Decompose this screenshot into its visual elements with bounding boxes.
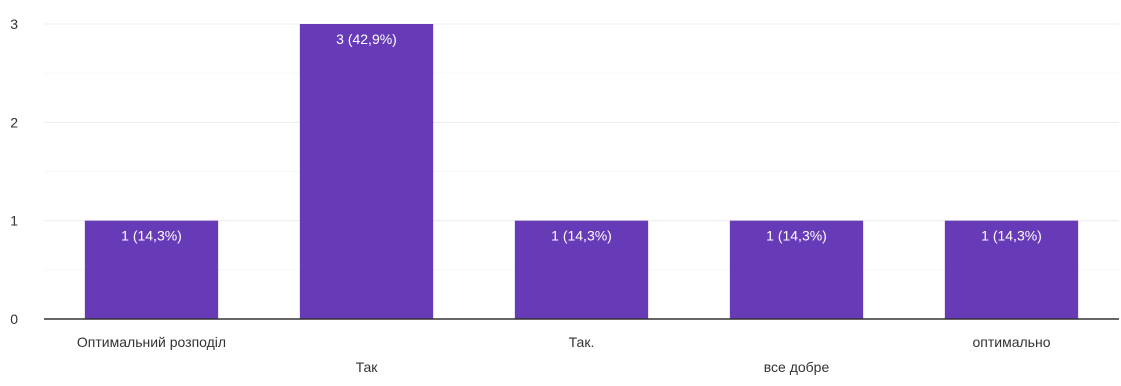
- y-tick-label: 1: [10, 213, 18, 229]
- bar-data-label: 1 (14,3%): [121, 228, 182, 244]
- bar-data-label: 1 (14,3%): [551, 228, 612, 244]
- x-tick-label: оптимально: [973, 334, 1051, 350]
- bar-data-label: 3 (42,9%): [336, 31, 397, 47]
- x-tick-label: Так.: [569, 334, 595, 350]
- bars: [84, 24, 1079, 319]
- bar: [514, 220, 649, 319]
- x-axis-ticks: Оптимальний розподіл Так Так. все добре опти…: [77, 334, 1051, 375]
- x-tick-label: Оптимальний розподіл: [77, 334, 226, 350]
- x-tick-label: все добре: [764, 359, 830, 375]
- bar: [299, 24, 434, 319]
- x-tick-label: Так: [356, 359, 379, 375]
- bar: [84, 220, 219, 319]
- y-tick-label: 2: [10, 114, 18, 130]
- bar: [944, 220, 1079, 319]
- bar: [729, 220, 864, 319]
- gridlines: [44, 23, 1119, 271]
- y-axis-ticks: 0 1 2 3: [10, 16, 18, 327]
- bar-data-label: 1 (14,3%): [981, 228, 1042, 244]
- y-tick-label: 3: [10, 16, 18, 32]
- y-tick-label: 0: [10, 311, 18, 327]
- bar-data-label: 1 (14,3%): [766, 228, 827, 244]
- data-labels: 1 (14,3%) 3 (42,9%) 1 (14,3%) 1 (14,3%) 1 (1…: [121, 31, 1042, 244]
